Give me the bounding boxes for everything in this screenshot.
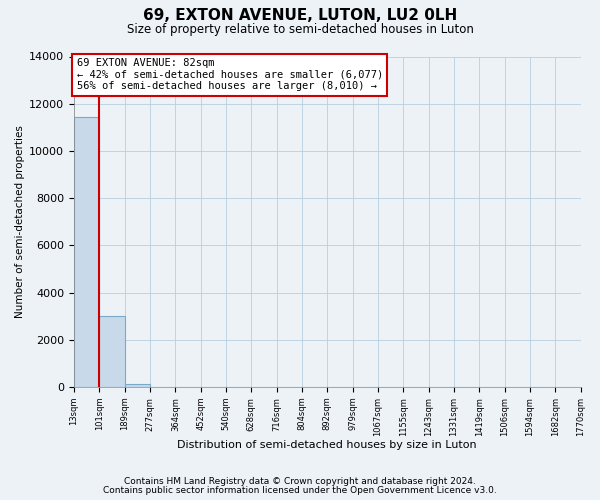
X-axis label: Distribution of semi-detached houses by size in Luton: Distribution of semi-detached houses by … [178, 440, 477, 450]
Bar [125, 384, 150, 387]
Text: Contains HM Land Registry data © Crown copyright and database right 2024.: Contains HM Land Registry data © Crown c… [124, 477, 476, 486]
Bar [74, 116, 100, 387]
Text: Contains public sector information licensed under the Open Government Licence v3: Contains public sector information licen… [103, 486, 497, 495]
Text: Size of property relative to semi-detached houses in Luton: Size of property relative to semi-detach… [127, 22, 473, 36]
Y-axis label: Number of semi-detached properties: Number of semi-detached properties [15, 126, 25, 318]
Bar [100, 316, 125, 387]
Text: 69, EXTON AVENUE, LUTON, LU2 0LH: 69, EXTON AVENUE, LUTON, LU2 0LH [143, 8, 457, 22]
Text: 69 EXTON AVENUE: 82sqm
← 42% of semi-detached houses are smaller (6,077)
56% of : 69 EXTON AVENUE: 82sqm ← 42% of semi-det… [77, 58, 383, 92]
